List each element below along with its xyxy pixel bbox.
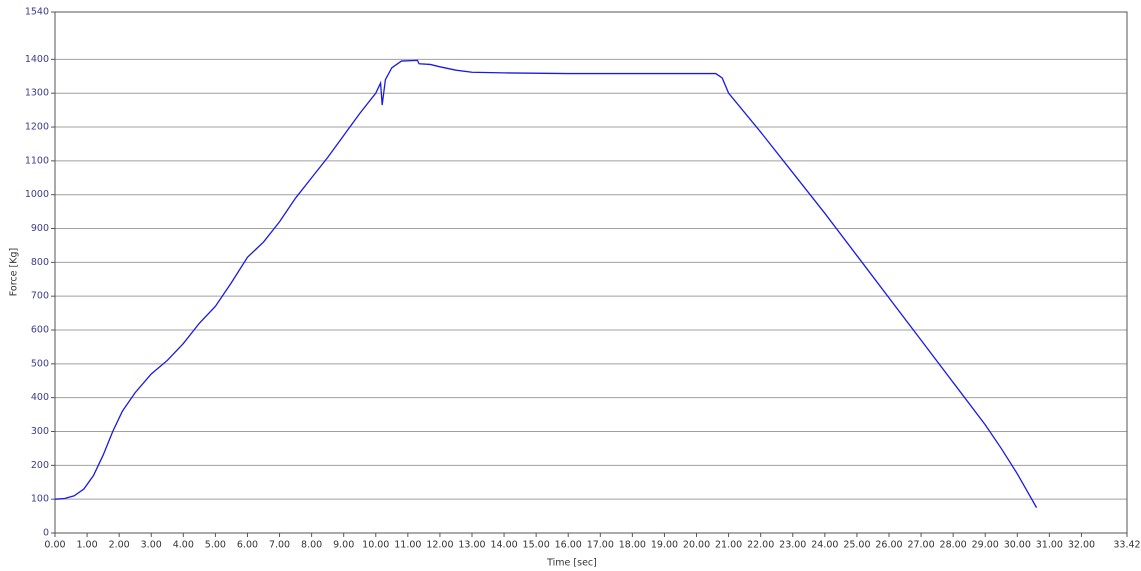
y-tick-label: 1100 [25, 155, 49, 166]
y-tick-label: 900 [31, 223, 49, 234]
x-tick-label: 14.00 [490, 540, 517, 551]
x-tick-label: 0.00 [44, 540, 65, 551]
plot-frame [54, 11, 1128, 534]
x-tick-label: 5.00 [205, 540, 226, 551]
x-tick-label: 7.00 [269, 540, 290, 551]
x-tick-label: 18.00 [619, 540, 646, 551]
x-tick-label: 16.00 [555, 540, 582, 551]
x-tick-label: 2.00 [109, 540, 130, 551]
y-tick-label: 1400 [25, 54, 49, 65]
x-tick-label: 4.00 [173, 540, 194, 551]
x-tick-label: 19.00 [651, 540, 678, 551]
x-tick-label: 27.00 [907, 540, 934, 551]
x-tick-label: 3.00 [141, 540, 162, 551]
x-tick-label: 24.00 [811, 540, 838, 551]
x-tick-label: 12.00 [426, 540, 453, 551]
y-tick-label: 300 [31, 426, 49, 437]
x-tick-label: 9.00 [333, 540, 354, 551]
x-tick-label: 25.00 [843, 540, 870, 551]
y-tick-label: 1200 [25, 122, 49, 133]
x-axis-label: Time [sec] [546, 558, 597, 569]
data-line [54, 59, 1038, 508]
y-tick-label: 700 [31, 291, 49, 302]
x-tick-label: 17.00 [587, 540, 614, 551]
x-tick-label: 26.00 [875, 540, 902, 551]
x-tick-label: 29.00 [972, 540, 999, 551]
x-tick-label: 1.00 [76, 540, 97, 551]
x-tick-label: 8.00 [301, 540, 322, 551]
y-tick-label: 0 [43, 528, 49, 539]
y-tick-label: 1540 [25, 7, 49, 18]
y-tick-label: 800 [31, 257, 49, 268]
x-tick-label: 10.00 [362, 540, 389, 551]
x-tick-label: 13.00 [458, 540, 485, 551]
x-tick-label: 31.00 [1036, 540, 1063, 551]
x-tick-label: 22.00 [747, 540, 774, 551]
x-tick-label: 11.00 [394, 540, 421, 551]
x-tick-label: 32.00 [1068, 540, 1095, 551]
x-tick-label: 30.00 [1004, 540, 1031, 551]
x-tick-label: 33.42 [1113, 540, 1140, 551]
y-tick-label: 400 [31, 392, 49, 403]
y-tick-label: 1000 [25, 189, 49, 200]
x-tick-label: 15.00 [523, 540, 550, 551]
y-axis-label: Force [Kg] [9, 248, 20, 296]
x-tick-label: 28.00 [940, 540, 967, 551]
y-tick-label: 1300 [25, 88, 49, 99]
x-tick-label: 23.00 [779, 540, 806, 551]
y-tick-label: 600 [31, 325, 49, 336]
y-tick-label: 100 [31, 494, 49, 505]
y-tick-label: 200 [31, 460, 49, 471]
y-tick-label: 500 [31, 358, 49, 369]
x-tick-label: 6.00 [237, 540, 258, 551]
x-tick-label: 21.00 [715, 540, 742, 551]
x-tick-label: 20.00 [683, 540, 710, 551]
